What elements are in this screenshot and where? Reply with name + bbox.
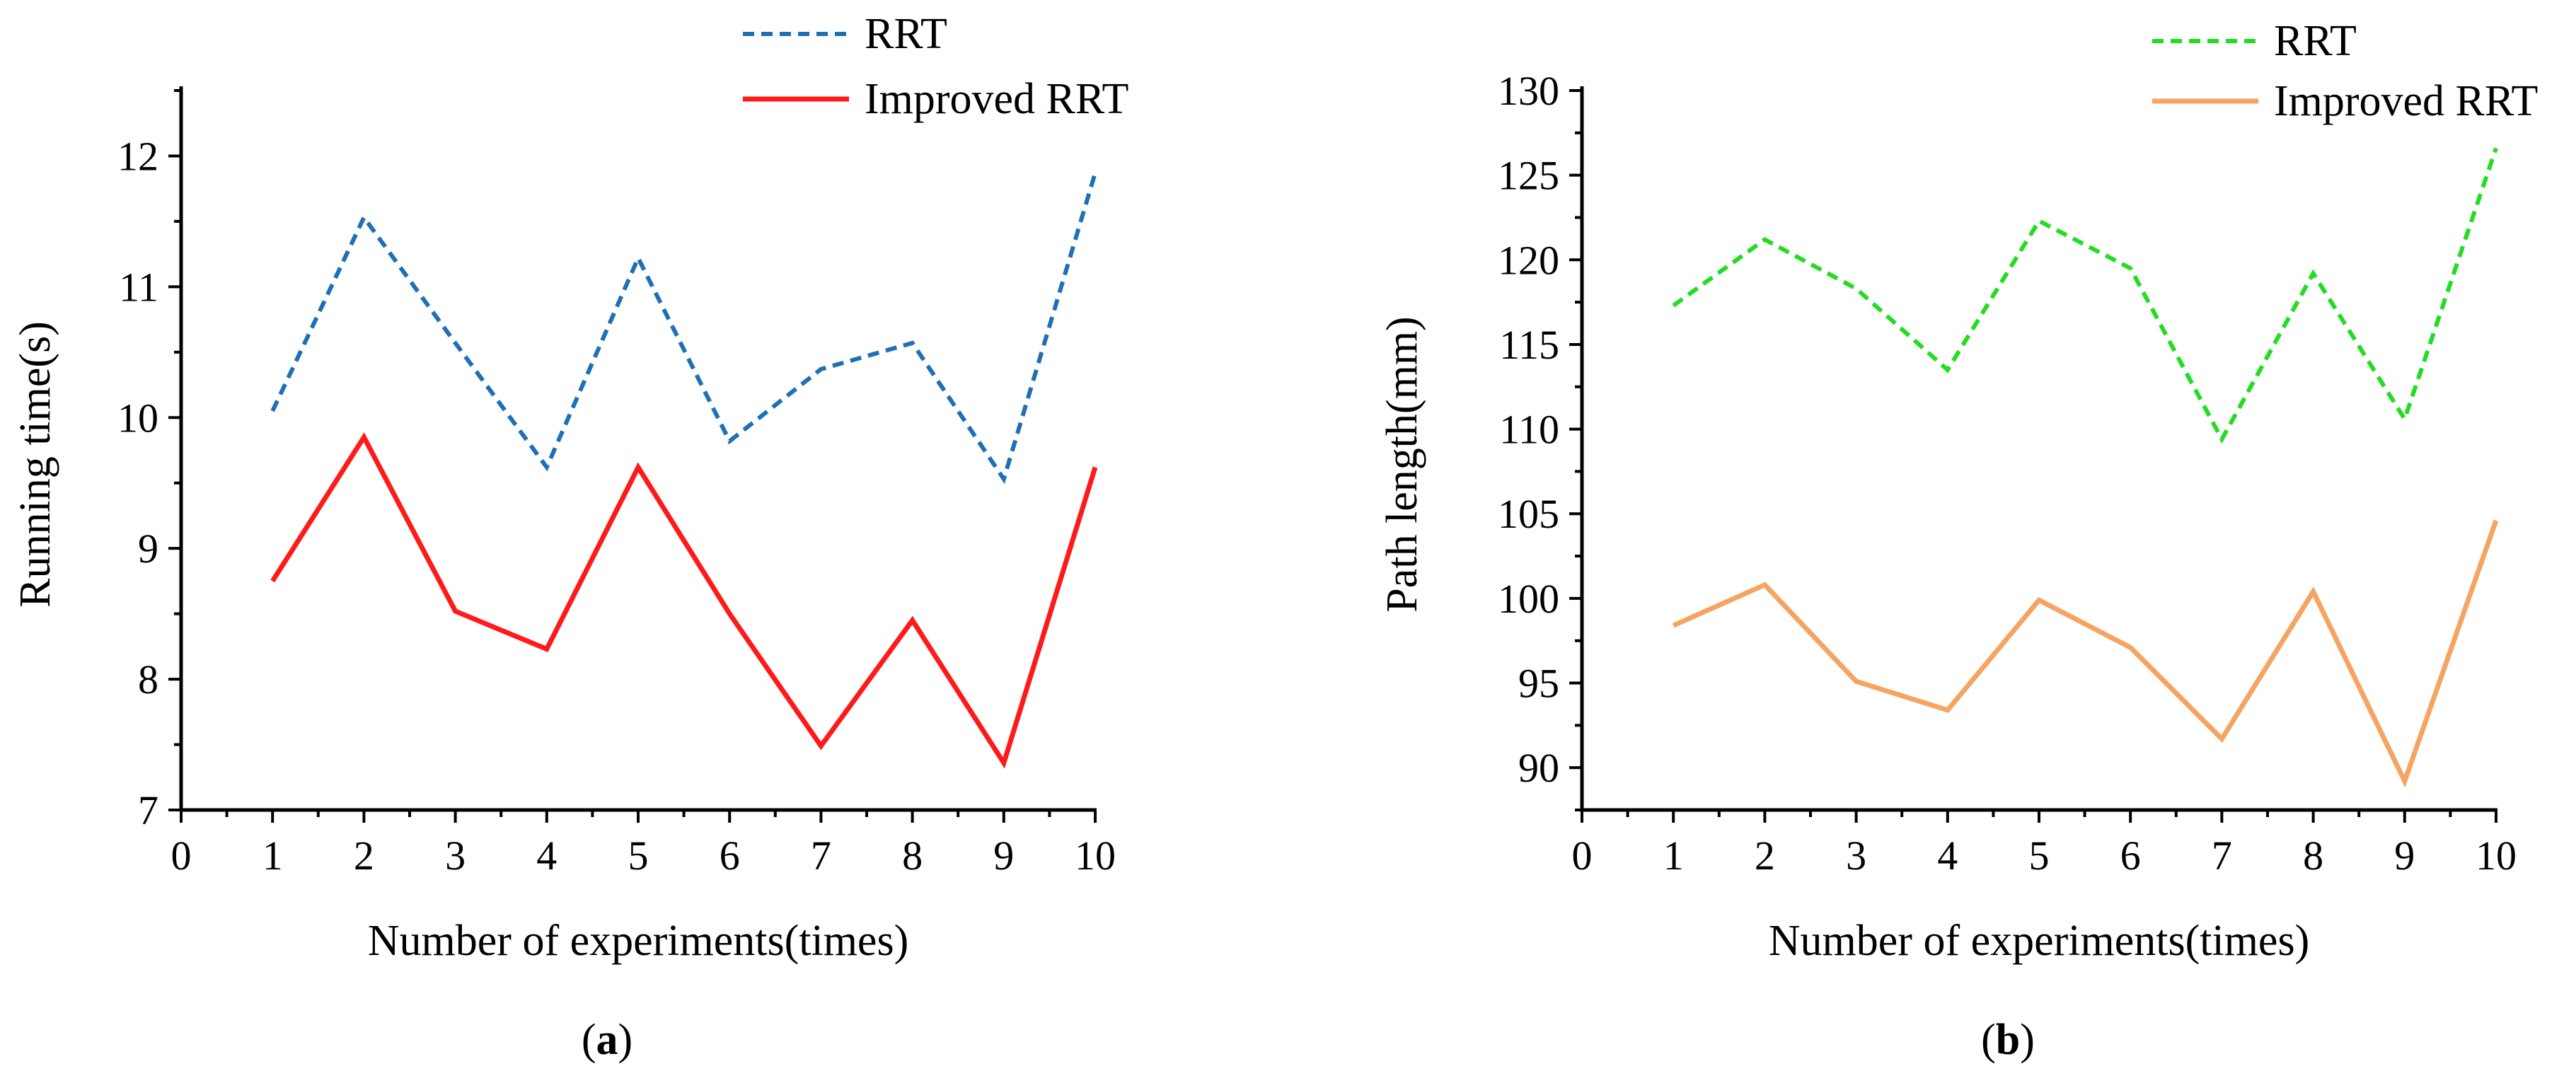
y-tick-label: 12 xyxy=(117,133,158,179)
x-tick-label: 8 xyxy=(2303,833,2323,879)
x-tick-label: 7 xyxy=(2212,833,2232,879)
x-tick-label: 7 xyxy=(811,833,831,879)
caption-close-paren: ) xyxy=(618,1016,633,1064)
y-tick-label: 100 xyxy=(1498,576,1559,622)
x-tick-label: 2 xyxy=(1755,833,1775,879)
series-line-rrt xyxy=(270,172,1097,485)
x-tick-label: 5 xyxy=(2029,833,2050,879)
x-tick-label: 6 xyxy=(2120,833,2141,879)
series-line-rrt xyxy=(1672,147,2498,444)
x-tick-label: 4 xyxy=(536,833,557,879)
chart-caption: (a) xyxy=(582,1016,633,1064)
legend-label: RRT xyxy=(865,10,947,58)
x-tick-label: 3 xyxy=(445,833,466,879)
y-tick-label: 7 xyxy=(138,787,158,833)
chart-b: 0 1 2 3 4 5 6 7 8 9 10 90 95 100 105 110 115 120 125 130 Num… xyxy=(1378,17,2538,1064)
caption-letter: a xyxy=(596,1016,618,1064)
x-axis-title: Number of experiments(times) xyxy=(1769,917,2309,965)
legend-label: Improved RRT xyxy=(865,75,1128,123)
y-tick-label: 110 xyxy=(1499,407,1559,453)
x-tick-label: 1 xyxy=(262,833,283,879)
x-tick-label: 2 xyxy=(354,833,374,879)
y-tick-label: 125 xyxy=(1498,153,1559,199)
caption-open-paren: ( xyxy=(1981,1016,1996,1064)
x-tick-label: 4 xyxy=(1937,833,1958,879)
y-tick-label: 115 xyxy=(1499,322,1559,368)
x-tick-label: 9 xyxy=(2394,833,2415,879)
x-tick-label: 0 xyxy=(1572,833,1593,879)
x-tick-label: 8 xyxy=(902,833,923,879)
caption-close-paren: ) xyxy=(2020,1016,2035,1064)
legend-label: Improved RRT xyxy=(2274,77,2538,125)
legend-label: RRT xyxy=(2274,17,2357,65)
x-axis-title: Number of experiments(times) xyxy=(368,917,908,965)
x-tick-label: 10 xyxy=(1075,833,1116,879)
x-tick-label: 9 xyxy=(993,833,1014,879)
y-tick-label: 9 xyxy=(138,526,158,572)
y-tick-label: 120 xyxy=(1498,237,1559,283)
y-tick-label: 130 xyxy=(1498,68,1559,114)
x-tick-label: 1 xyxy=(1663,833,1684,879)
caption-open-paren: ( xyxy=(582,1016,596,1064)
y-tick-label: 105 xyxy=(1498,491,1559,537)
series-line-improved-rrt xyxy=(270,432,1098,769)
y-tick-label: 90 xyxy=(1518,745,1559,791)
x-tick-label: 6 xyxy=(720,833,740,879)
caption-letter: b xyxy=(1996,1016,2020,1064)
y-axis-title: Running time(s) xyxy=(11,321,59,608)
series-line-improved-rrt xyxy=(1672,519,2499,788)
x-tick-label: 0 xyxy=(171,833,192,879)
chart-caption: (b) xyxy=(1981,1016,2035,1064)
x-tick-label: 10 xyxy=(2476,833,2517,879)
y-tick-label: 11 xyxy=(119,264,158,310)
x-tick-label: 3 xyxy=(1846,833,1866,879)
y-tick-label: 8 xyxy=(138,656,158,702)
x-tick-label: 5 xyxy=(628,833,649,879)
y-tick-label: 10 xyxy=(117,395,158,441)
y-tick-label: 95 xyxy=(1518,661,1559,707)
y-axis-title: Path length(mm) xyxy=(1378,316,1426,612)
